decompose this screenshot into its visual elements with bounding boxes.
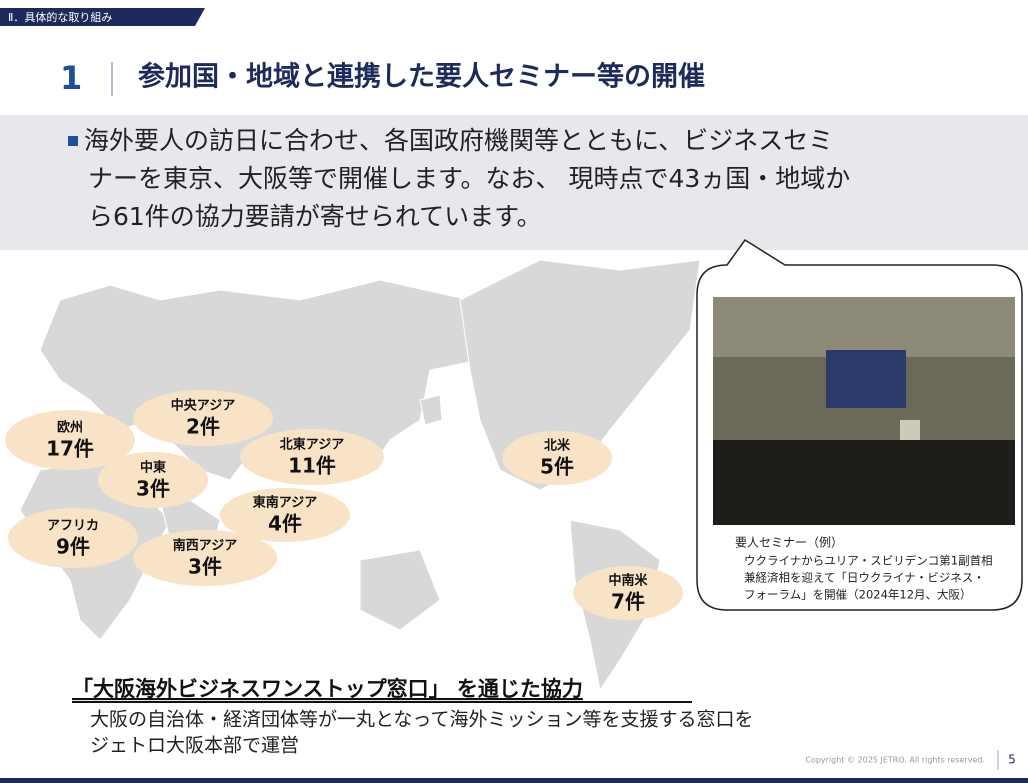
caption-line: 兼経済相を迎えて「日ウクライナ・ビジネス・ [744, 571, 985, 585]
region-count: 7件 [611, 590, 645, 614]
region-count: 4件 [268, 512, 302, 536]
page-number: 5 [1008, 753, 1016, 767]
bottom-bar [0, 778, 1028, 783]
region-name: 中東 [140, 460, 166, 476]
section-label: Ⅱ．具体的な取り組み [8, 10, 112, 24]
cooperation-line: 大阪の自治体・経済団体等が一丸となって海外ミッション等を支援する窓口を [90, 709, 753, 731]
caption: ウクライナからユリア・スビリデンコ第1副首相兼経済相を迎えて「日ウクライナ・ビジ… [744, 554, 993, 602]
region-count: 9件 [56, 535, 90, 559]
section-number: 1 [60, 59, 82, 97]
bullet [68, 136, 78, 146]
region-name: 中央アジア [171, 398, 235, 414]
region-count: 2件 [186, 415, 220, 439]
slide-title: 参加国・地域と連携した要人セミナー等の開催 [138, 61, 705, 93]
cooperation-heading: 「大阪海外ビジネスワンストップ窓口」 を通じた協力 [72, 677, 583, 701]
region-name: 北米 [544, 438, 571, 454]
region-count: 11件 [288, 454, 336, 478]
region-name: 北東アジア [280, 437, 344, 453]
caption-line: ウクライナからユリア・スビリデンコ第1副首相 [744, 554, 993, 568]
region-name: 中南米 [608, 573, 648, 589]
summary-line: ら61件の協力要請が寄せられています。 [88, 202, 542, 231]
region-count: 3件 [136, 477, 170, 501]
cooperation-line: ジェトロ大阪本部で運営 [90, 735, 299, 757]
summary-line: 海外要人の訪日に合わせ、各国政府機関等とともに、ビジネスセミ [84, 126, 833, 155]
seminar-photo [713, 297, 1015, 525]
caption-title: 要人セミナー（例） [735, 536, 843, 550]
region-name: 欧州 [57, 420, 83, 436]
region-count: 3件 [188, 555, 222, 579]
region-name: 東南アジア [253, 495, 317, 511]
copyright: Copyright © 2025 JETRO. All rights reser… [805, 756, 985, 765]
caption-line: フォーラム」を開催（2024年12月、大阪） [744, 588, 972, 602]
region-name: 南西アジア [173, 538, 237, 554]
region-count: 17件 [46, 437, 94, 461]
summary-line: ナーを東京、大阪等で開催します。なお、 現時点で43ヵ国・地域か [88, 164, 850, 193]
region-name: アフリカ [47, 519, 99, 534]
region-count: 5件 [540, 455, 574, 479]
slide: Ⅱ．具体的な取り組み 1 参加国・地域と連携した要人セミナー等の開催 海外要人の… [0, 0, 1028, 783]
